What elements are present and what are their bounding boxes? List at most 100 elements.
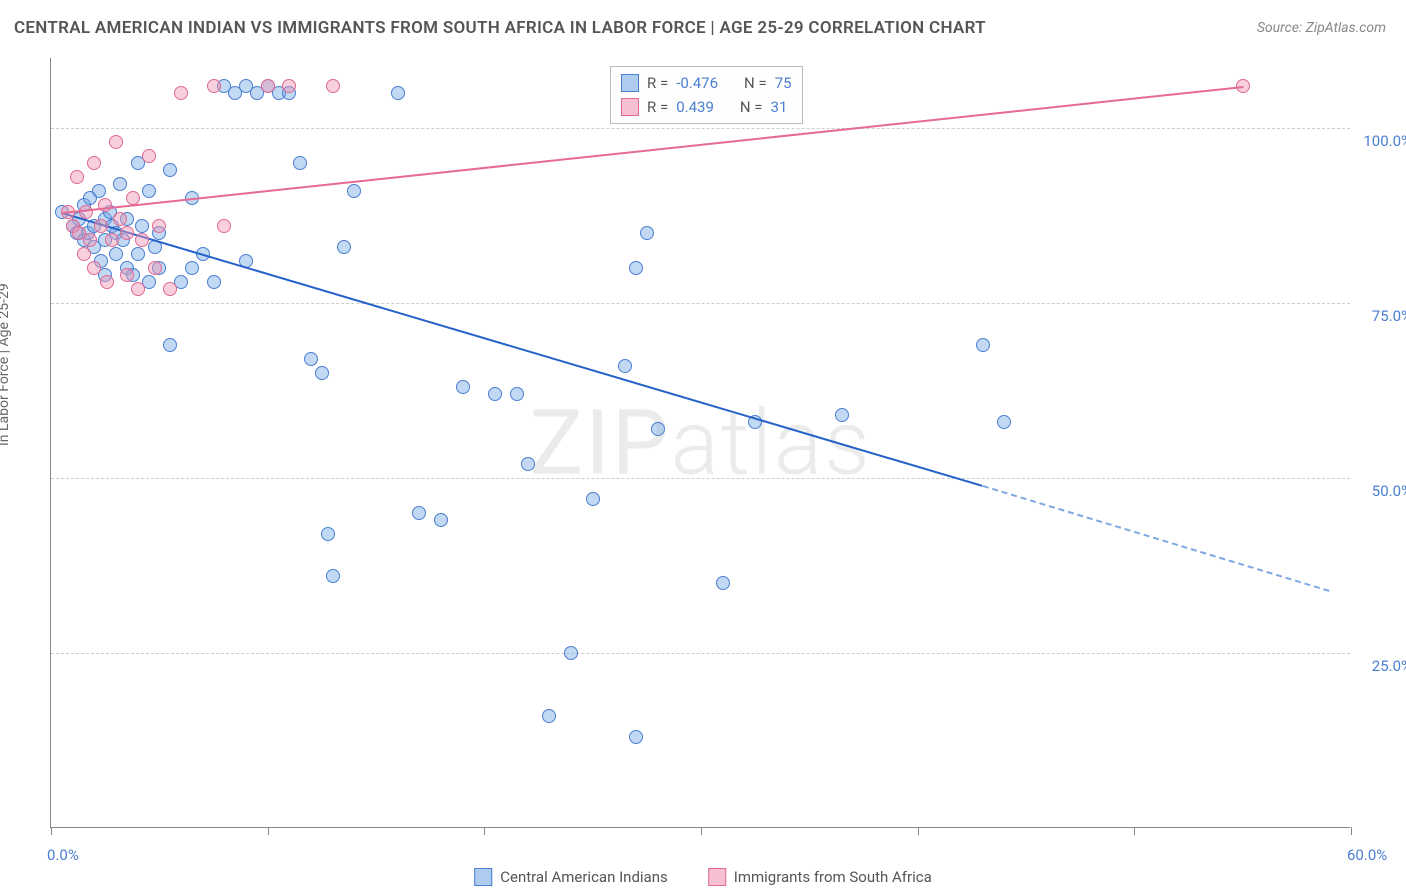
point-blue — [997, 415, 1011, 429]
point-blue — [185, 261, 199, 275]
y-tick-label: 100.0% — [1363, 132, 1406, 150]
legend-swatch — [621, 98, 639, 116]
point-pink — [135, 233, 149, 247]
point-blue — [163, 163, 177, 177]
point-blue — [337, 240, 351, 254]
point-blue — [716, 576, 730, 590]
point-pink — [109, 135, 123, 149]
x-tick — [918, 827, 919, 835]
point-blue — [640, 226, 654, 240]
point-pink — [100, 275, 114, 289]
point-pink — [282, 79, 296, 93]
r-value: 0.439 — [676, 98, 714, 116]
series-legend: Central American Indians Immigrants from … — [474, 868, 932, 886]
x-tick — [51, 827, 52, 835]
point-pink — [217, 219, 231, 233]
legend-label: Central American Indians — [500, 868, 668, 886]
point-pink — [148, 261, 162, 275]
r-value: -0.476 — [676, 74, 718, 92]
point-blue — [347, 184, 361, 198]
legend-swatch — [621, 74, 639, 92]
point-blue — [321, 527, 335, 541]
point-blue — [163, 338, 177, 352]
y-tick-label: 75.0% — [1372, 307, 1406, 325]
point-blue — [412, 506, 426, 520]
point-blue — [488, 387, 502, 401]
r-label: R = — [647, 98, 668, 116]
x-tick — [484, 827, 485, 835]
point-pink — [163, 282, 177, 296]
point-blue — [564, 646, 578, 660]
point-blue — [113, 177, 127, 191]
n-value: 31 — [771, 98, 788, 116]
legend-item: Immigrants from South Africa — [708, 868, 932, 886]
point-blue — [456, 380, 470, 394]
point-blue — [391, 86, 405, 100]
point-pink — [207, 79, 221, 93]
x-tick-label: 0.0% — [47, 846, 79, 864]
stats-legend-row: R =-0.476N =75 — [621, 71, 792, 95]
point-blue — [521, 457, 535, 471]
point-pink — [105, 233, 119, 247]
stats-legend-box: R = -0.476 N = 75 R = 0.439 N = 31 — [610, 66, 803, 124]
point-pink — [87, 156, 101, 170]
y-tick-label: 25.0% — [1372, 657, 1406, 675]
trendline-blue-extrap — [982, 485, 1329, 592]
n-label: N = — [744, 74, 767, 92]
point-blue — [510, 387, 524, 401]
point-blue — [315, 366, 329, 380]
point-blue — [976, 338, 990, 352]
point-blue — [131, 247, 145, 261]
legend-swatch — [708, 868, 726, 886]
point-blue — [586, 492, 600, 506]
point-pink — [131, 282, 145, 296]
n-value: 75 — [775, 74, 792, 92]
point-blue — [135, 219, 149, 233]
stats-legend-row: R = 0.439 N = 31 — [621, 95, 792, 119]
point-blue — [304, 352, 318, 366]
point-blue — [651, 422, 665, 436]
point-pink — [94, 219, 108, 233]
x-tick — [701, 827, 702, 835]
point-blue — [207, 275, 221, 289]
point-pink — [70, 170, 84, 184]
watermark-text: ZIPatlas — [529, 390, 871, 495]
point-pink — [142, 149, 156, 163]
y-tick-label: 50.0% — [1372, 482, 1406, 500]
x-tick — [268, 827, 269, 835]
point-pink — [87, 261, 101, 275]
x-tick — [1134, 827, 1135, 835]
point-blue — [109, 247, 123, 261]
trendline-blue — [61, 212, 982, 487]
point-blue — [326, 569, 340, 583]
point-blue — [629, 261, 643, 275]
legend-swatch — [474, 868, 492, 886]
point-pink — [77, 247, 91, 261]
x-tick-label: 60.0% — [1347, 846, 1387, 864]
point-blue — [618, 359, 632, 373]
point-blue — [629, 730, 643, 744]
gridline-h — [51, 128, 1350, 129]
point-pink — [174, 86, 188, 100]
x-tick — [1351, 827, 1352, 835]
legend-label: Immigrants from South Africa — [734, 868, 932, 886]
point-blue — [92, 184, 106, 198]
source-attribution: Source: ZipAtlas.com — [1257, 20, 1386, 36]
point-blue — [434, 513, 448, 527]
point-pink — [261, 79, 275, 93]
scatter-plot-area: ZIPatlas 25.0%50.0%75.0%100.0%0.0%60.0% — [50, 58, 1350, 828]
point-blue — [542, 709, 556, 723]
gridline-h — [51, 303, 1350, 304]
point-blue — [142, 184, 156, 198]
point-blue — [835, 408, 849, 422]
n-label: N = — [740, 98, 763, 116]
chart-title: CENTRAL AMERICAN INDIAN VS IMMIGRANTS FR… — [14, 18, 986, 38]
point-pink — [152, 219, 166, 233]
y-axis-title: In Labor Force | Age 25-29 — [0, 283, 12, 446]
gridline-h — [51, 653, 1350, 654]
legend-item: Central American Indians — [474, 868, 668, 886]
point-pink — [83, 233, 97, 247]
point-pink — [113, 212, 127, 226]
point-pink — [120, 226, 134, 240]
gridline-h — [51, 478, 1350, 479]
